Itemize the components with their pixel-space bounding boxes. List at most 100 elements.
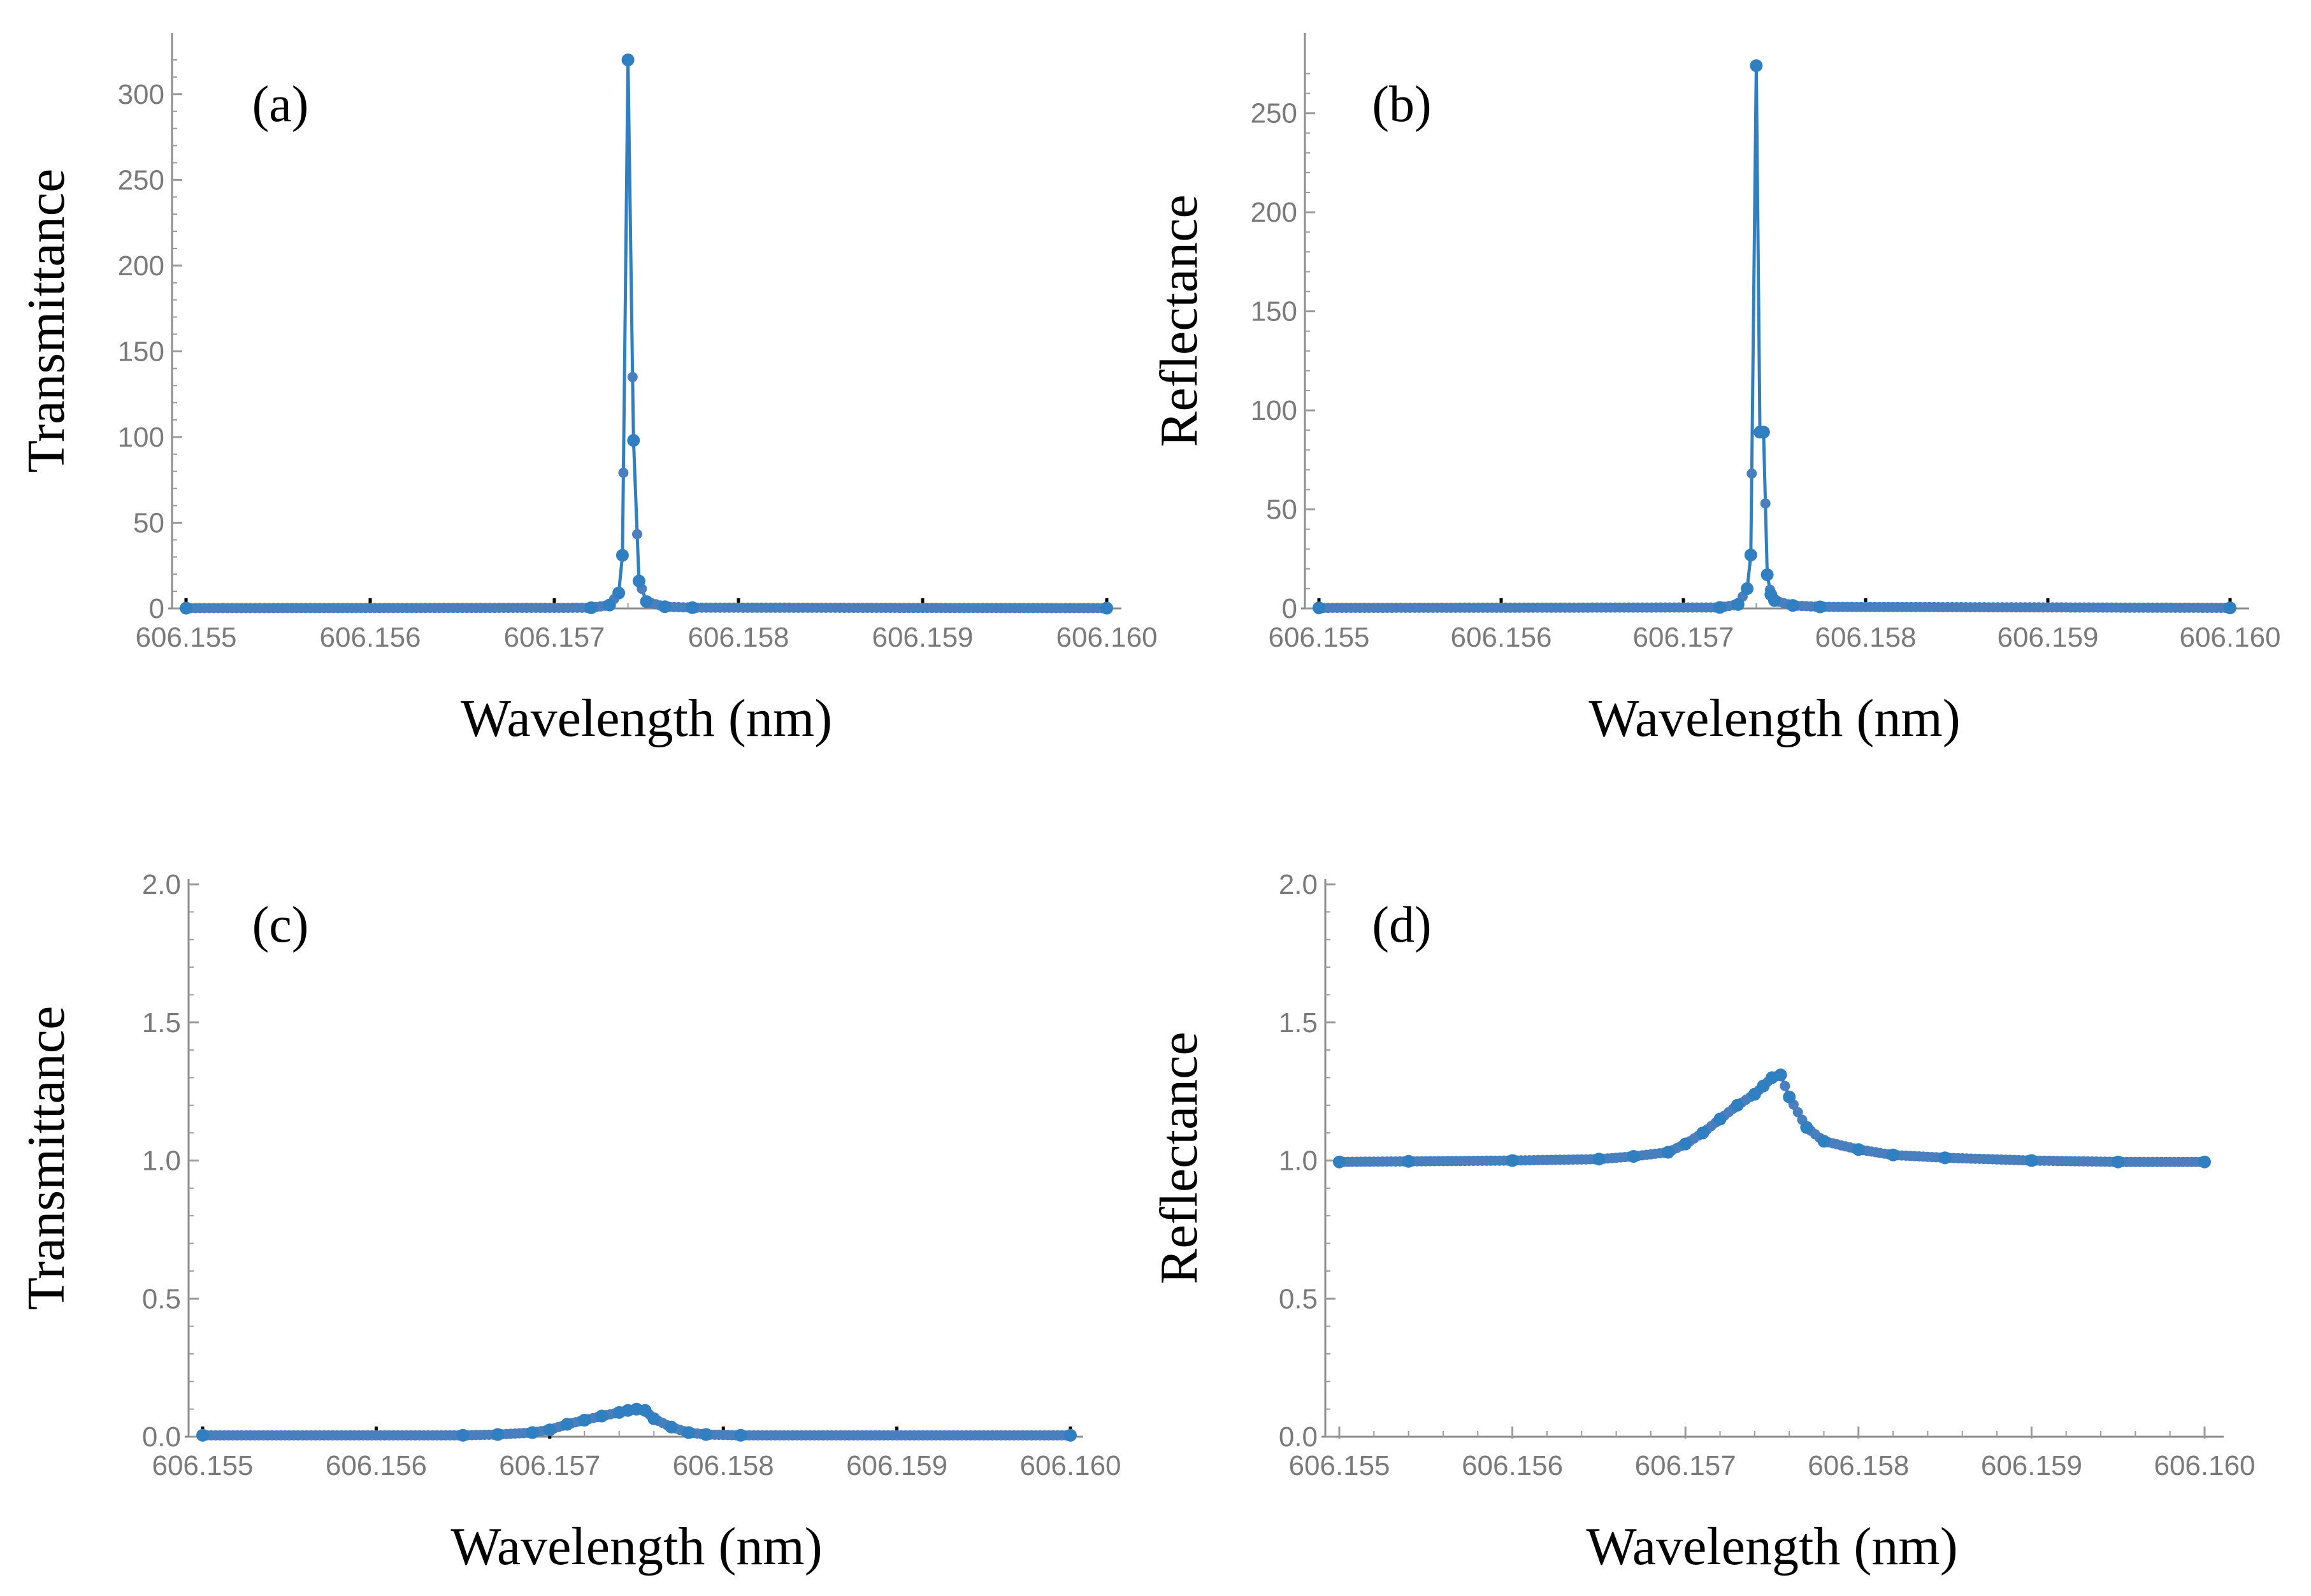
series-line <box>1339 1072 2205 1164</box>
x-tick-label: 606.158 <box>688 622 789 653</box>
data-point <box>595 1409 608 1423</box>
data-point <box>627 434 640 447</box>
y-axis-title: Transmittance <box>17 169 76 473</box>
y-tick-label: 1.5 <box>142 1007 181 1039</box>
data-point <box>1696 1126 1710 1140</box>
y-tick-label: 200 <box>118 250 164 282</box>
data-point <box>1813 600 1827 614</box>
data-point <box>638 1404 652 1417</box>
y-axis-title: Reflectance <box>1149 1032 1209 1284</box>
chart-panel-4: 0.0 0.5 1.0 1.5 2.0 606.155 606.156 606.157 606.… <box>1149 869 2256 1576</box>
data-point <box>1887 1148 1900 1161</box>
x-tick-label: 606.159 <box>1981 1450 2082 1481</box>
data-point <box>491 1428 505 1441</box>
y-tick-label: 0.0 <box>142 1421 181 1453</box>
x-tick-label: 606.160 <box>2154 1450 2255 1481</box>
data-point <box>1760 568 1774 582</box>
x-tick-label: 606.158 <box>1815 622 1916 653</box>
data-point <box>1750 59 1763 73</box>
data-point <box>1852 1143 1865 1156</box>
data-point <box>526 1426 539 1439</box>
data-point <box>1783 1090 1796 1104</box>
data-point <box>1938 1151 1952 1165</box>
data-point <box>640 595 653 608</box>
data-point <box>1792 1107 1803 1118</box>
data-point <box>1746 468 1757 479</box>
x-tick-label: 606.156 <box>326 1450 427 1481</box>
series-line <box>1319 66 2231 610</box>
y-tick-label: 0.0 <box>1279 1421 1318 1453</box>
data-point <box>632 575 645 587</box>
data-point <box>2198 1155 2211 1168</box>
data-point <box>1741 582 1754 595</box>
data-point <box>1760 498 1771 509</box>
data-point <box>1748 1088 1761 1101</box>
data-point <box>2025 1154 2038 1167</box>
x-tick-label: 606.159 <box>1997 622 2098 653</box>
series-line <box>186 59 1107 610</box>
data-point <box>456 1428 470 1442</box>
data-point <box>1506 1154 1519 1167</box>
x-tick-label: 606.155 <box>1268 622 1369 653</box>
data-point <box>1064 1428 1077 1442</box>
x-tick-label: 606.160 <box>2179 622 2280 653</box>
x-tick-label: 606.157 <box>499 1450 600 1481</box>
y-tick-label: 2.0 <box>142 869 181 900</box>
y-tick-label: 0.5 <box>142 1283 181 1314</box>
y-tick-label: 1.0 <box>1279 1146 1318 1177</box>
data-point <box>1731 1098 1744 1112</box>
data-point <box>1786 599 1799 612</box>
data-point <box>1402 1154 1415 1168</box>
data-point <box>578 1414 591 1427</box>
data-point <box>543 1423 556 1437</box>
x-axis-title: Wavelength (nm) <box>1586 1517 1957 1576</box>
y-axis-title: Transmittance <box>17 1006 76 1311</box>
data-point <box>632 529 642 540</box>
data-point <box>1100 601 1113 615</box>
data-point <box>1744 549 1757 562</box>
data-point <box>686 601 699 614</box>
data-point <box>1817 1135 1831 1148</box>
data-point <box>734 1428 747 1442</box>
data-point <box>1757 1079 1770 1093</box>
data-point <box>1731 598 1745 611</box>
y-tick-label: 2.0 <box>1279 869 1318 900</box>
x-tick-label: 606.157 <box>503 622 605 653</box>
x-tick-label: 606.155 <box>1288 1450 1390 1481</box>
data-point <box>1713 601 1727 614</box>
data-point <box>2112 1155 2125 1168</box>
x-axis-title: Wavelength (nm) <box>450 1517 822 1576</box>
data-point <box>618 468 629 478</box>
y-tick-label: 100 <box>118 422 164 453</box>
data-point <box>1774 1068 1787 1082</box>
data-point <box>1333 1155 1346 1168</box>
data-point <box>180 601 192 615</box>
data-point <box>2224 601 2236 615</box>
x-tick-label: 606.156 <box>1450 622 1551 653</box>
x-tick-label: 606.158 <box>673 1450 774 1481</box>
x-tick-label: 606.157 <box>1635 1450 1736 1481</box>
y-tick-label: 150 <box>118 336 164 367</box>
panel-label: (c) <box>252 897 309 953</box>
data-point <box>1780 1081 1790 1091</box>
panel-label: (d) <box>1372 897 1431 953</box>
chart-panel-1: 0 50 100 150 200 250 300 606.155 606.156 606.157 6… <box>17 33 1158 748</box>
data-point <box>1592 1153 1606 1166</box>
data-point <box>647 1412 661 1425</box>
data-point <box>616 549 629 562</box>
y-tick-label: 0 <box>1282 593 1297 624</box>
x-tick-label: 606.160 <box>1056 622 1157 653</box>
data-point <box>665 1420 678 1434</box>
x-tick-label: 606.159 <box>872 622 973 653</box>
data-point <box>658 600 672 614</box>
data-point <box>584 601 598 614</box>
x-tick-label: 606.156 <box>1462 1450 1563 1481</box>
data-point <box>1768 594 1781 607</box>
x-tick-label: 606.157 <box>1632 622 1734 653</box>
data-point <box>627 371 638 382</box>
y-tick-label: 300 <box>118 79 164 110</box>
data-point <box>1757 426 1770 439</box>
data-point <box>561 1418 573 1431</box>
panel-label: (b) <box>1372 76 1431 133</box>
